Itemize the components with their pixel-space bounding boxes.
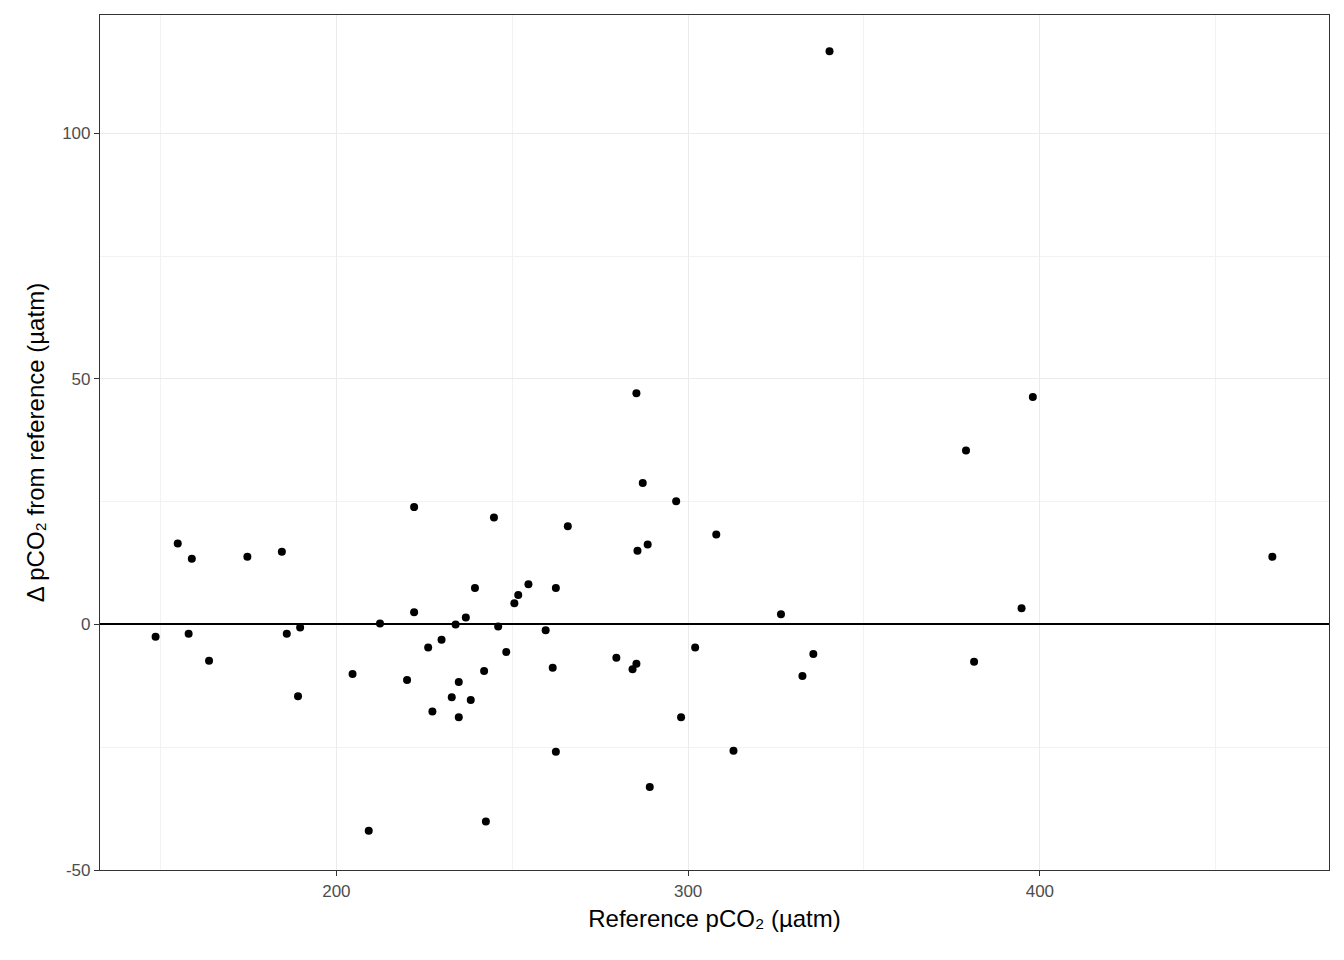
svg-text:100: 100 [62,124,90,143]
svg-text:0: 0 [81,615,90,634]
svg-text:200: 200 [322,882,350,901]
svg-text:400: 400 [1026,882,1054,901]
svg-text:Reference pCO₂ (µatm): Reference pCO₂ (µatm) [588,905,841,932]
svg-text:-50: -50 [66,861,91,880]
svg-text:300: 300 [674,882,702,901]
svg-text:Δ pCO₂ from reference (µatm): Δ pCO₂ from reference (µatm) [22,283,49,602]
svg-text:50: 50 [72,370,91,389]
